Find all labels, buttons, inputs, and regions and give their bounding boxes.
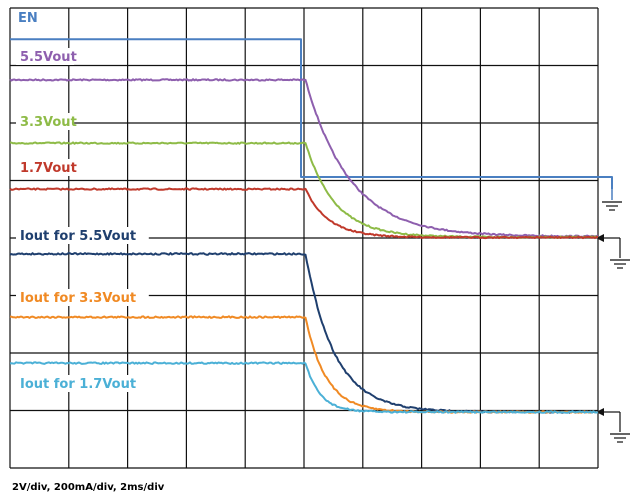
ground-arrow — [596, 234, 604, 242]
trace-label-bg — [16, 289, 149, 306]
waveform-traces — [9, 38, 613, 414]
trace-label: 5.5Vout — [20, 50, 77, 65]
trace-labels: EN 5.5Vout 3.3Vout 1.7Vout Iout for 5.5Vout I… — [14, 9, 149, 392]
trace-label-bg — [14, 9, 31, 26]
trace-label-bg — [16, 159, 75, 176]
trace-label: Iout for 1.7Vout — [20, 377, 136, 392]
trace-3 — [9, 187, 599, 240]
ground-arrow — [596, 408, 604, 416]
trace-6 — [9, 361, 599, 414]
trace-1 — [9, 78, 599, 238]
scale-caption: 2V/div, 200mA/div, 2ms/div — [12, 482, 165, 493]
trace-label-bg — [16, 375, 149, 392]
graticule-grid — [9, 7, 599, 469]
trace-label-bg — [16, 113, 75, 130]
trace-label: 3.3Vout — [20, 115, 77, 130]
trace-label: 1.7Vout — [20, 161, 77, 176]
trace-label-bg — [16, 48, 75, 65]
trace-label-bg — [16, 227, 149, 244]
trace-label: Iout for 5.5Vout — [20, 229, 136, 244]
trace-0 — [10, 38, 613, 189]
trace-label: Iout for 3.3Vout — [20, 291, 136, 306]
ground-markers — [596, 189, 630, 443]
trace-label: EN — [18, 11, 38, 26]
